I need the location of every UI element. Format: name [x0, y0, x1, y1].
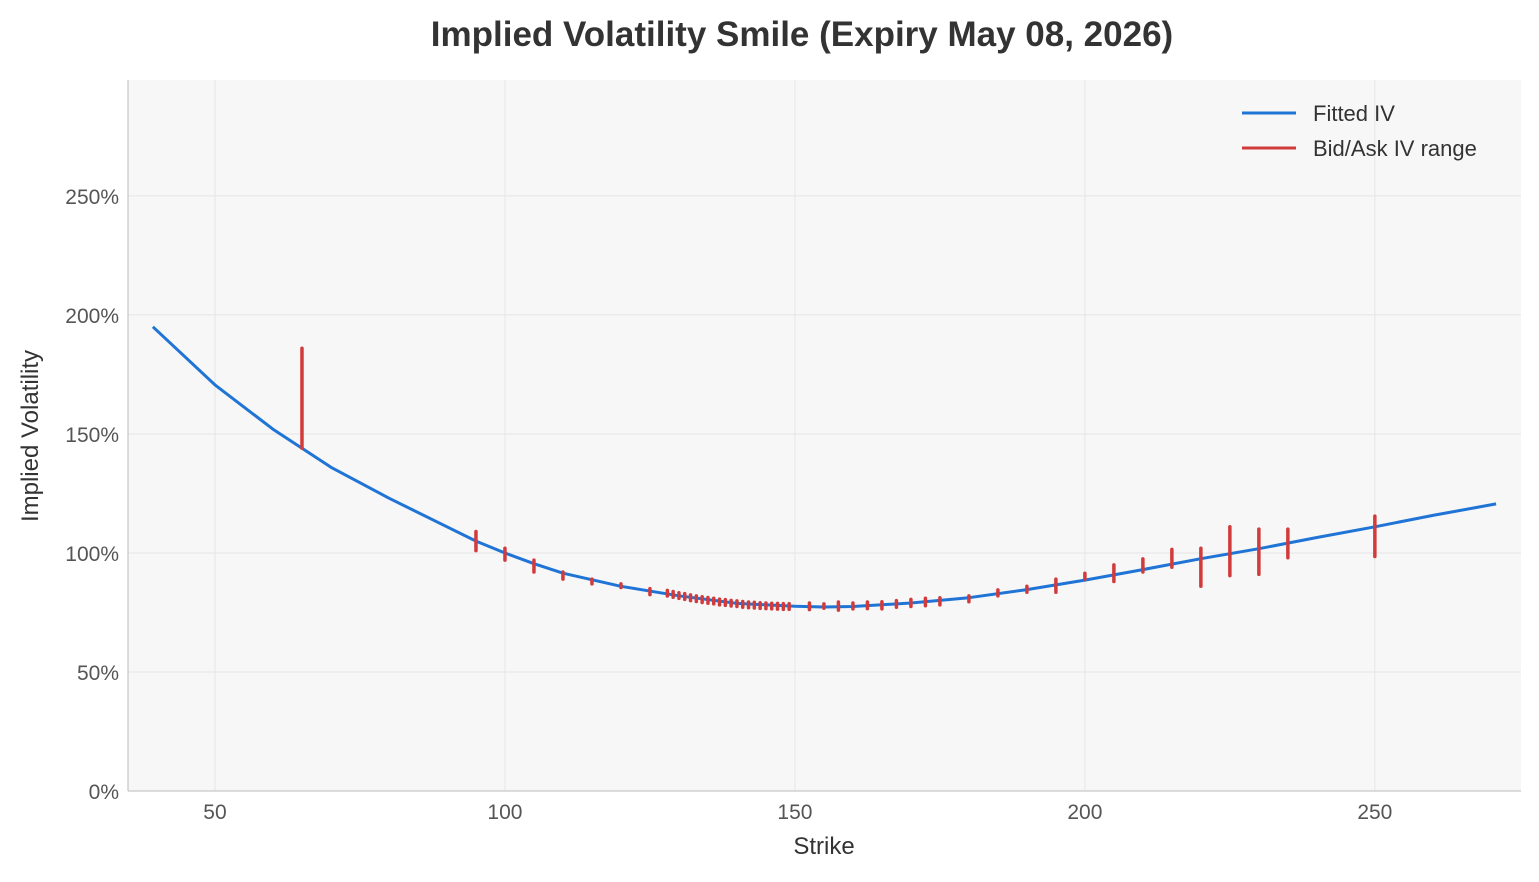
legend-label-bidask: Bid/Ask IV range: [1313, 136, 1477, 161]
x-tick-label: 200: [1067, 801, 1102, 824]
plot-area: [128, 80, 1521, 791]
legend: Fitted IV Bid/Ask IV range: [1242, 101, 1477, 161]
data-marks: [151, 325, 1497, 612]
x-ticks: 50 100 150 200 250: [203, 801, 1392, 824]
y-tick-label: 150%: [65, 424, 119, 447]
x-tick-label: 250: [1357, 801, 1392, 824]
x-tick-label: 150: [777, 801, 812, 824]
y-tick-label: 0%: [89, 781, 119, 804]
chart-title: Implied Volatility Smile (Expiry May 08,…: [431, 15, 1173, 54]
y-axis-label: Implied Volatility: [17, 350, 44, 522]
y-tick-label: 250%: [65, 186, 119, 209]
x-axis-label: Strike: [793, 833, 854, 860]
y-ticks: 0% 50% 100% 150% 200% 250%: [65, 186, 119, 804]
y-tick-label: 100%: [65, 543, 119, 566]
y-tick-label: 200%: [65, 305, 119, 328]
x-tick-label: 100: [487, 801, 522, 824]
legend-label-fitted: Fitted IV: [1313, 101, 1395, 126]
fitted-iv-line: [151, 325, 1497, 609]
x-tick-label: 50: [203, 801, 226, 824]
y-tick-label: 50%: [77, 662, 119, 685]
